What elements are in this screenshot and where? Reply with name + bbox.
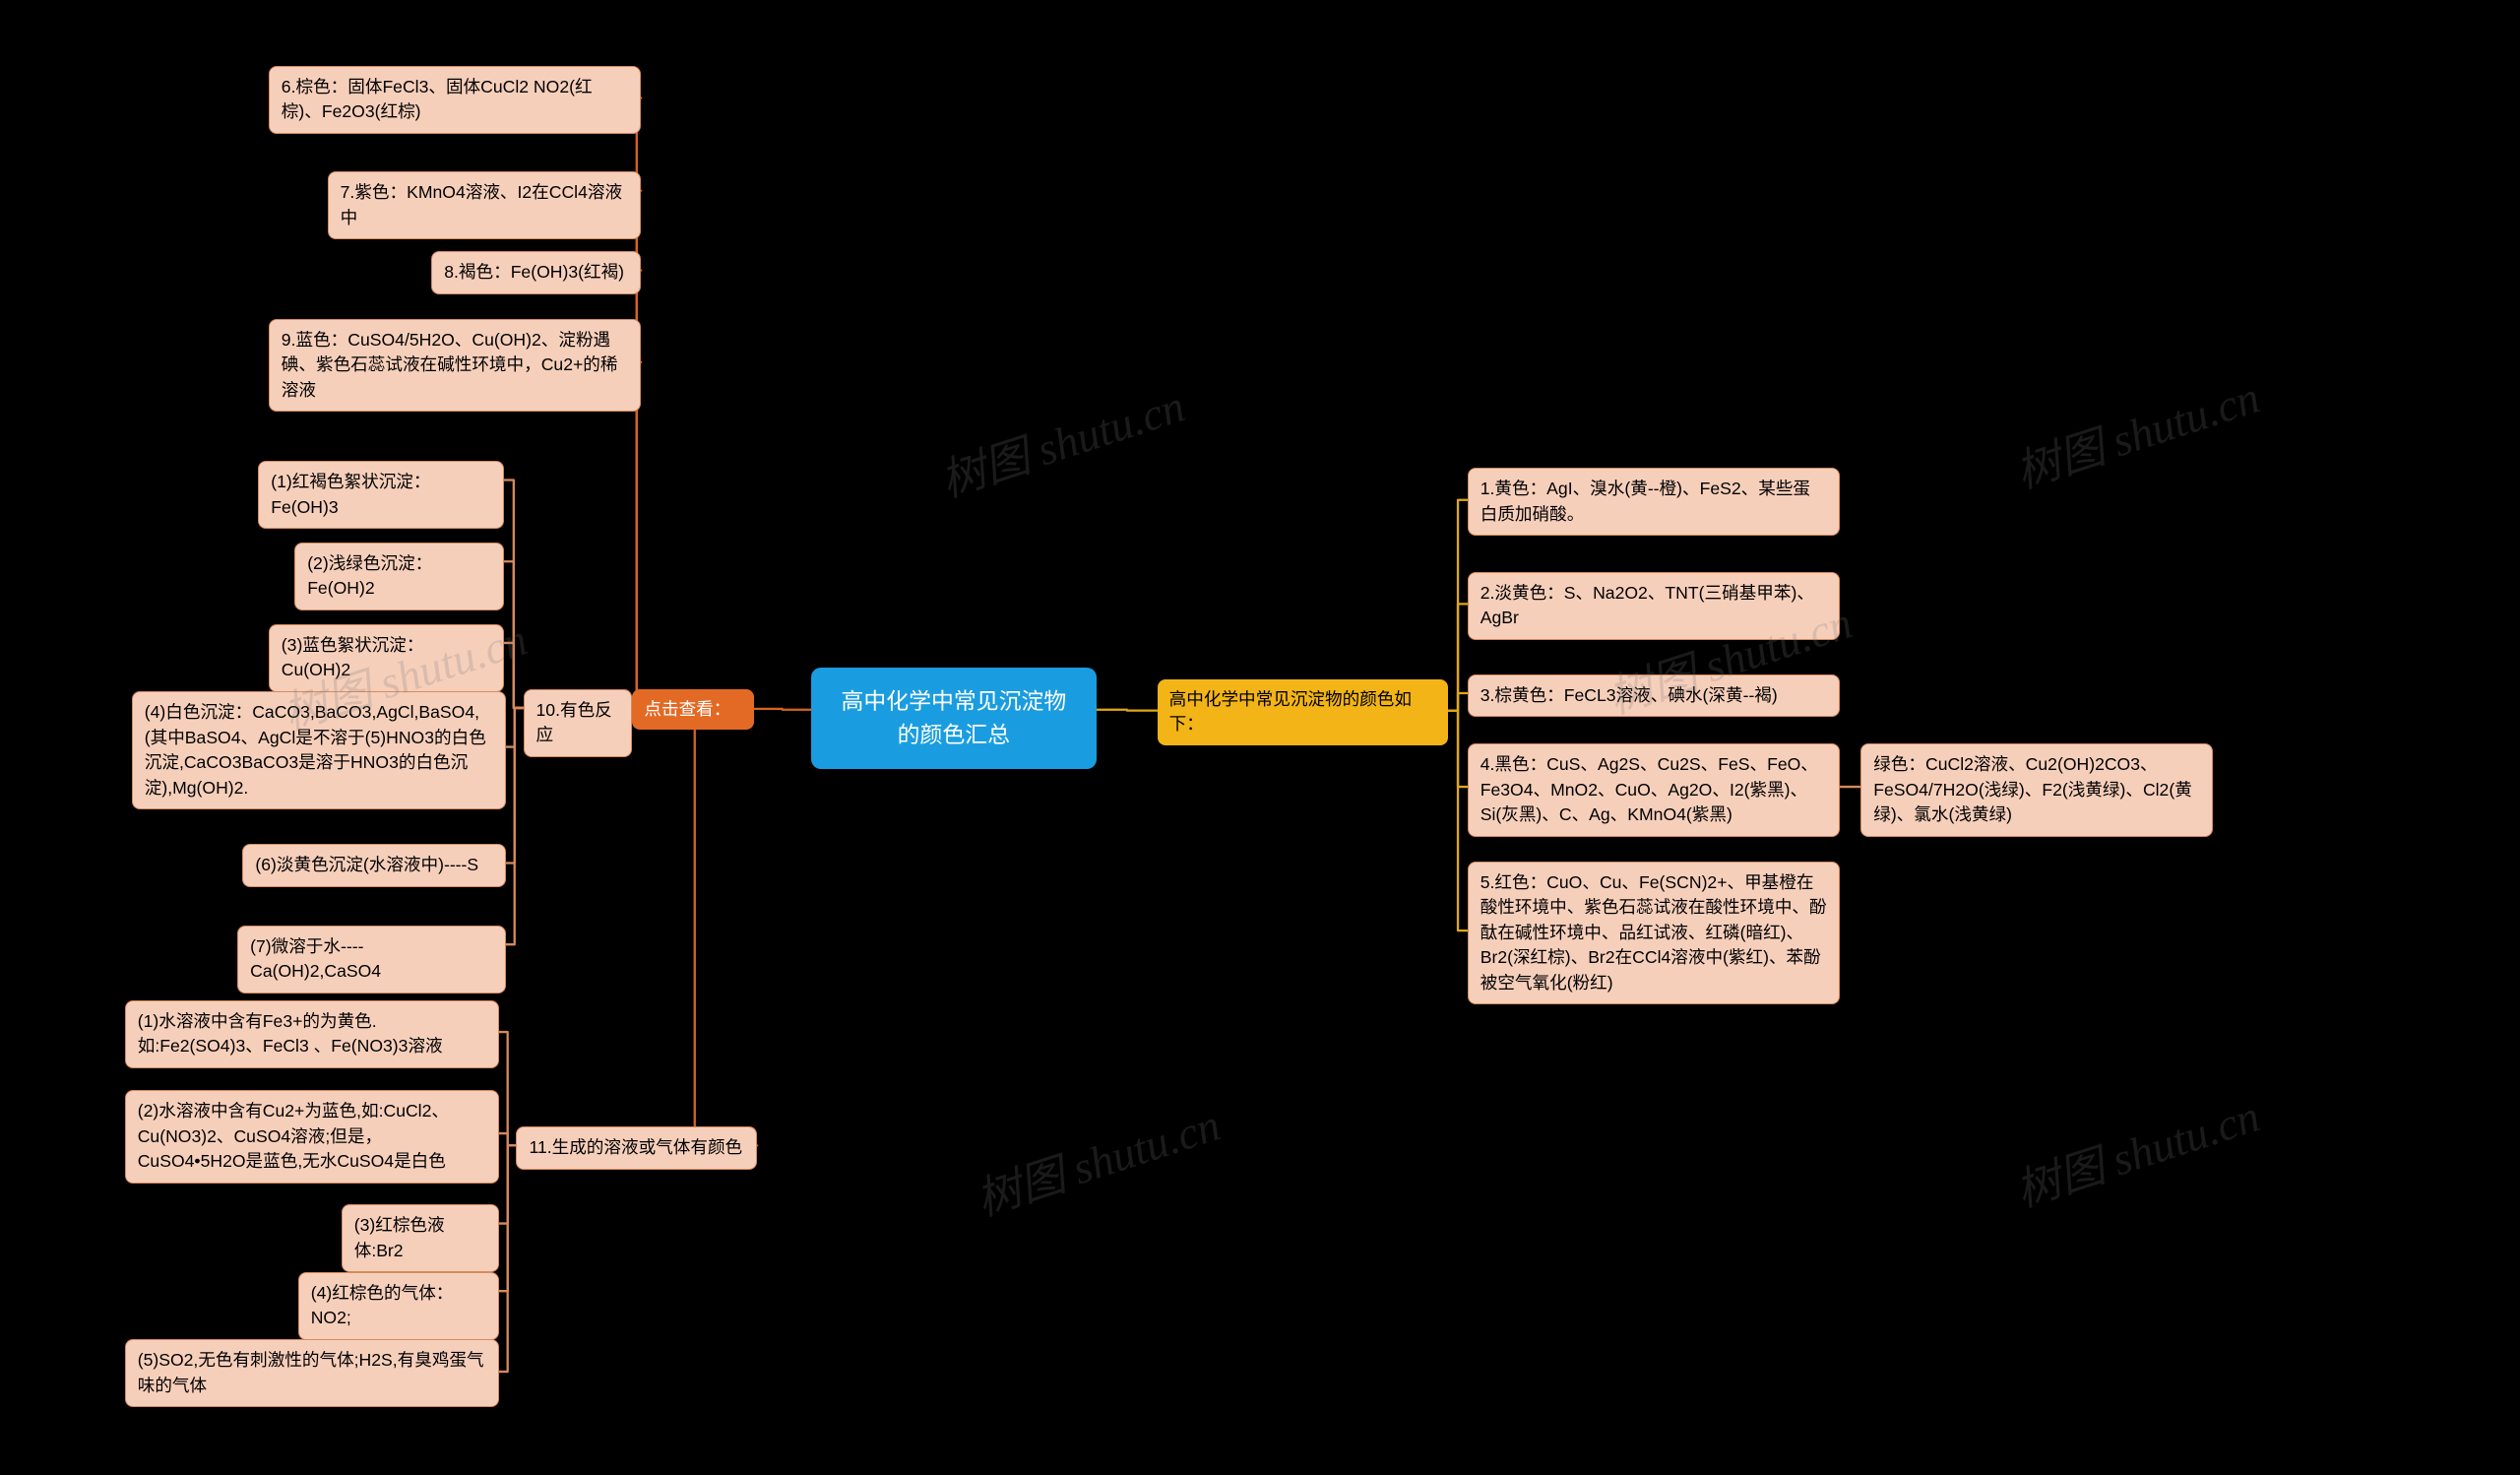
node-l11[interactable]: 11.生成的溶液或气体有颜色: [516, 1126, 757, 1170]
edge-right_head-r3: [1448, 693, 1467, 711]
node-r4[interactable]: 4.黑色：CuS、Ag2S、Cu2S、FeS、FeO、Fe3O4、MnO2、Cu…: [1468, 743, 1840, 837]
node-r3[interactable]: 3.棕黄色：FeCL3溶液、碘水(深黄--褐): [1468, 674, 1840, 718]
mindmap-stage: 高中化学中常见沉淀物的颜色汇总 点击查看： 6.棕色：固体FeCl3、固体CuCl2…: [0, 0, 2520, 1475]
node-l11_2[interactable]: (2)水溶液中含有Cu2+为蓝色,如:CuCl2、 Cu(NO3)2、CuSO4…: [125, 1090, 499, 1184]
watermark: 树图 shutu.cn: [2006, 361, 2267, 501]
node-right_head[interactable]: 高中化学中常见沉淀物的颜色如下：: [1158, 679, 1449, 745]
node-l7[interactable]: 7.紫色：KMnO4溶液、I2在CCl4溶液中: [328, 171, 642, 239]
node-l11_5[interactable]: (5)SO2,无色有刺激性的气体;H2S,有臭鸡蛋气味的气体: [125, 1339, 499, 1407]
watermark: 树图 shutu.cn: [2006, 1080, 2267, 1220]
edge-right_head-r4: [1448, 711, 1467, 787]
node-l10_1[interactable]: (1)红褐色絮状沉淀：Fe(OH)3: [258, 461, 504, 529]
watermark: 树图 shutu.cn: [967, 1089, 1228, 1229]
node-l11_3[interactable]: (3)红棕色液体:Br2: [342, 1204, 499, 1272]
edge-l10-l10_4: [506, 708, 524, 747]
node-l10_2[interactable]: (2)浅绿色沉淀：Fe(OH)2: [294, 543, 504, 610]
edge-l10-l10_2: [504, 561, 523, 708]
edge-l11-l11_2: [499, 1133, 517, 1145]
edge-right_head-r2: [1448, 604, 1467, 710]
edge-l11-l11_5: [499, 1145, 517, 1372]
node-l11_1[interactable]: (1)水溶液中含有Fe3+的为黄色. 如:Fe2(SO4)3、FeCl3 、Fe…: [125, 1000, 499, 1068]
node-r2[interactable]: 2.淡黄色：S、Na2O2、TNT(三硝基甲苯)、AgBr: [1468, 572, 1840, 640]
node-r1[interactable]: 1.黄色：AgI、溴水(黄--橙)、FeS2、某些蛋白质加硝酸。: [1468, 468, 1840, 536]
watermark: 树图 shutu.cn: [931, 370, 1192, 510]
edge-right_head-r1: [1448, 500, 1467, 711]
edge-center-click: [754, 709, 811, 710]
node-click[interactable]: 点击查看：: [632, 689, 753, 731]
node-l8[interactable]: 8.褐色：Fe(OH)3(红褐): [431, 251, 641, 294]
edge-l10-l10_6: [506, 708, 524, 864]
edge-l10-l10_3: [504, 643, 523, 708]
edge-click-l9: [632, 362, 641, 709]
node-center[interactable]: 高中化学中常见沉淀物的颜色汇总: [811, 668, 1097, 768]
edge-click-l11: [632, 709, 757, 1146]
node-r5[interactable]: 5.红色：CuO、Cu、Fe(SCN)2+、甲基橙在酸性环境中、紫色石蕊试液在酸…: [1468, 862, 1840, 1005]
edge-l10-l10_1: [504, 481, 523, 708]
node-l10_4[interactable]: (4)白色沉淀：CaCO3,BaCO3,AgCl,BaSO4,(其中BaSO4、…: [132, 691, 506, 809]
node-l11_4[interactable]: (4)红棕色的气体：NO2;: [298, 1272, 499, 1340]
node-l10_3[interactable]: (3)蓝色絮状沉淀：Cu(OH)2: [269, 624, 504, 692]
node-r4b[interactable]: 绿色：CuCl2溶液、Cu2(OH)2CO3、FeSO4/7H2O(浅绿)、F2…: [1860, 743, 2212, 837]
node-l10_6[interactable]: (6)淡黄色沉淀(水溶液中)----S: [242, 844, 506, 887]
edge-l10-l10_7: [506, 708, 524, 944]
edge-center-right_head: [1097, 710, 1158, 711]
node-l9[interactable]: 9.蓝色：CuSO4/5H2O、Cu(OH)2、淀粉遇碘、紫色石蕊试液在碱性环境…: [269, 319, 641, 413]
edge-l11-l11_3: [499, 1145, 517, 1223]
node-l6[interactable]: 6.棕色：固体FeCl3、固体CuCl2 NO2(红棕)、Fe2O3(红棕): [269, 66, 641, 134]
node-l10_7[interactable]: (7)微溶于水----Ca(OH)2,CaSO4: [237, 926, 506, 994]
edge-right_head-r5: [1448, 711, 1467, 931]
edge-l11-l11_4: [499, 1145, 517, 1291]
edge-l11-l11_1: [499, 1032, 517, 1145]
node-l10[interactable]: 10.有色反应: [524, 689, 633, 757]
